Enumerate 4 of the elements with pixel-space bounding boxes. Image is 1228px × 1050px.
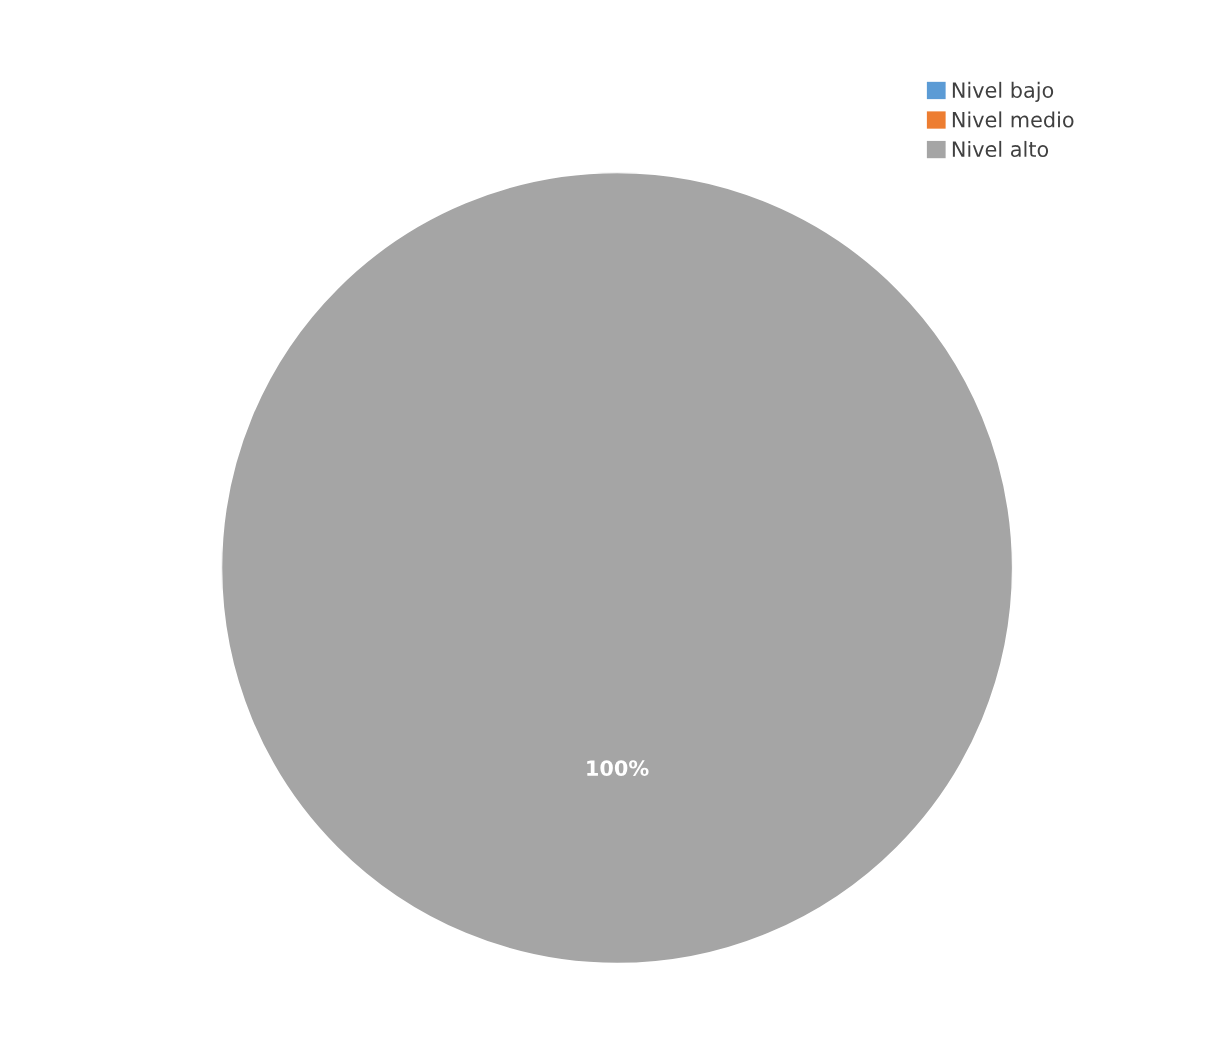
legend-label: Nivel medio	[952, 111, 1074, 128]
data-label: 100%	[587, 760, 649, 776]
legend-label: Nivel alto	[952, 140, 1049, 158]
legend-label: Nivel bajo	[952, 81, 1054, 102]
